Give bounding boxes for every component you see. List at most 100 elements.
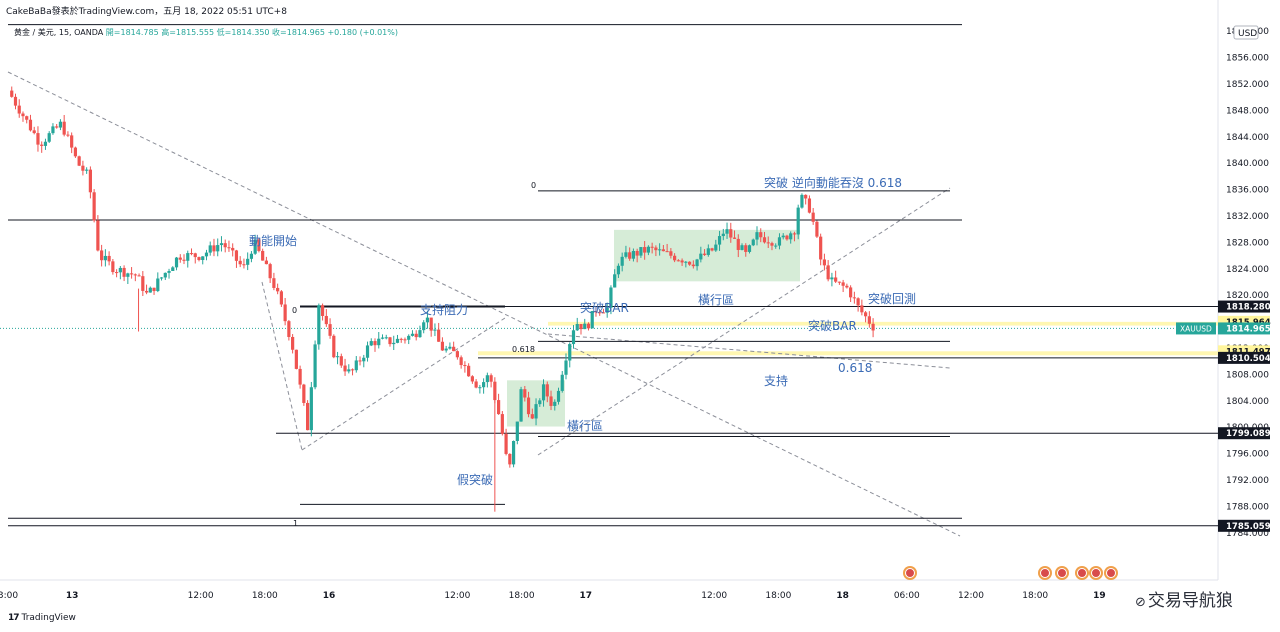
yellow-zone-lower: [478, 351, 1218, 356]
x-tick-label: 19: [1093, 591, 1106, 601]
candle-body: [485, 375, 489, 383]
candle-body: [759, 232, 763, 238]
candle-body: [695, 259, 699, 267]
candle-body: [107, 255, 111, 262]
candle-body: [298, 368, 302, 385]
us-flag-icon: [1040, 568, 1050, 578]
candle-body: [208, 245, 212, 253]
candle-body: [530, 414, 534, 419]
candle-body: [613, 274, 617, 288]
candle-body: [152, 287, 156, 292]
candle-body: [556, 390, 561, 402]
candle-body: [25, 116, 29, 120]
symbol-label: 黄金 / 美元, 15, OANDA: [14, 28, 104, 37]
candle-body: [279, 291, 283, 305]
candle-body: [302, 384, 306, 403]
candle-body: [755, 232, 759, 240]
price-label-box: [1218, 322, 1270, 335]
candle-body: [770, 243, 774, 246]
y-tick-label: 1856.000: [1226, 54, 1269, 64]
chart-annotation: 支持: [764, 373, 788, 388]
candle-body: [126, 273, 130, 277]
candle-body: [508, 453, 512, 465]
chart-annotation: 動能開始: [249, 234, 297, 248]
candle-body: [242, 264, 246, 266]
candle-body: [261, 250, 265, 261]
x-tick-label: 12:00: [188, 591, 214, 601]
candle-body: [826, 265, 830, 280]
fib-label: 0: [292, 306, 297, 315]
candle-body: [837, 281, 841, 283]
candle-body: [156, 278, 160, 292]
candle-body: [272, 278, 276, 288]
candle-body: [70, 135, 74, 148]
candle-body: [268, 264, 272, 279]
candle-body: [410, 333, 415, 336]
candle-body: [564, 360, 568, 375]
watermark-icon: ⊘: [1135, 595, 1146, 610]
candle-body: [545, 384, 549, 397]
candle-body: [294, 349, 298, 369]
candle-body: [568, 344, 572, 361]
candle-body: [549, 396, 553, 406]
event-badge: [1038, 566, 1052, 580]
candle-body: [781, 235, 785, 238]
event-badge: [903, 566, 917, 580]
candle-body: [350, 369, 355, 371]
x-tick-label: 06:00: [894, 591, 920, 601]
candle-body: [467, 365, 471, 377]
candle-body: [197, 257, 201, 261]
candle-body: [673, 255, 677, 261]
candle-body: [204, 252, 209, 257]
candle-body: [819, 236, 823, 260]
price-label-text: 1818.280: [1226, 303, 1271, 313]
candle-body: [425, 317, 430, 323]
candle-body: [212, 245, 216, 252]
candle-body: [740, 245, 744, 250]
candle-body: [729, 229, 733, 238]
event-badge: [1104, 566, 1118, 580]
candle-body: [216, 245, 220, 252]
candle-body: [650, 246, 654, 248]
y-tick-label: 1804.000: [1226, 397, 1269, 407]
price-label: 1799.089: [1218, 427, 1271, 440]
candle-body: [111, 261, 115, 273]
candles: [10, 86, 875, 512]
candle-body: [871, 323, 875, 331]
price-label-box: [1218, 300, 1270, 313]
candle-body: [470, 376, 474, 382]
x-tick-label: 16: [323, 591, 336, 601]
candle-body: [433, 329, 437, 331]
candle-body: [856, 298, 860, 306]
candle-body: [482, 382, 486, 388]
candle-body: [92, 192, 96, 221]
candle-body: [658, 249, 662, 251]
candle-body: [21, 113, 25, 117]
candle-body: [186, 253, 190, 261]
candle-body: [526, 397, 531, 415]
ohlc-legend: 黄金 / 美元, 15, OANDA 開=1814.785 高=1815.555…: [14, 27, 398, 38]
candle-body: [129, 273, 134, 275]
x-tick-label: 3:00: [0, 591, 18, 601]
candle-body: [238, 260, 242, 265]
candle-body: [676, 260, 680, 262]
candle-body: [590, 311, 594, 329]
chart-annotation: 突破BAR: [580, 300, 629, 315]
y-tick-label: 1840.000: [1226, 159, 1269, 169]
y-tick-label: 1848.000: [1226, 106, 1269, 116]
candle-body: [459, 357, 463, 366]
tradingview-logo-icon: 17: [8, 613, 19, 623]
candle-body: [317, 305, 321, 345]
candle-body: [246, 258, 250, 265]
x-tick-label: 13: [66, 591, 79, 601]
candle-body: [579, 324, 583, 330]
candle-body: [792, 233, 797, 235]
trendline-swing-1: [261, 281, 303, 451]
ohlc-values: 開=1814.785 高=1815.555 低=1814.350 收=1814.…: [105, 28, 398, 37]
event-badge: [1055, 566, 1069, 580]
tradingview-brand[interactable]: 17 TradingView: [8, 613, 76, 623]
y-tick-label: 1792.000: [1226, 476, 1269, 486]
candle-body: [680, 260, 684, 263]
candle-body: [377, 338, 381, 346]
